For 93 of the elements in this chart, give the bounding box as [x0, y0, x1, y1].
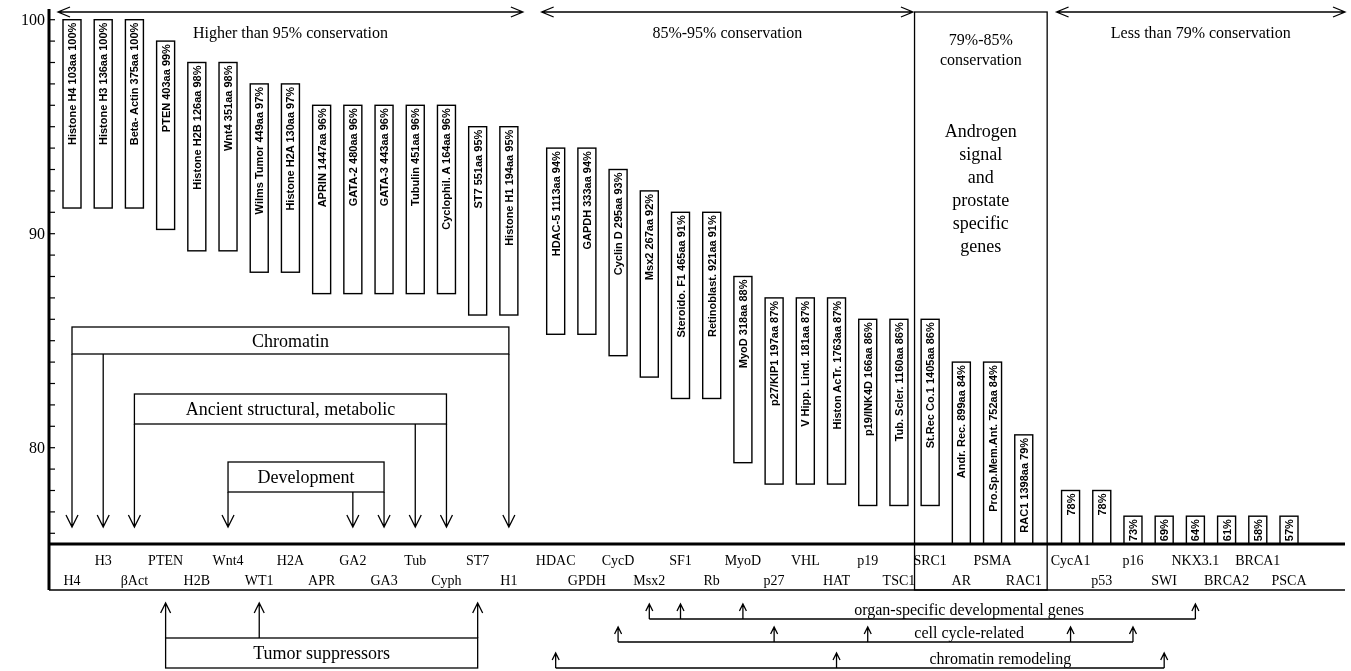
annotation: Higher than 95% conservation	[192, 24, 388, 42]
annotation: Tub. Scler. 1160aa 86%	[892, 322, 905, 442]
annotation: 79%-85% conservation	[939, 31, 1022, 68]
x-tick-label: p19	[857, 552, 879, 568]
x-tick-label: GA3	[370, 572, 398, 588]
x-tick-label: Msx2	[633, 572, 666, 588]
x-tick-label: BRCA2	[1204, 572, 1250, 588]
x-tick-label: PSCA	[1271, 572, 1308, 588]
x-tick-label: p53	[1091, 572, 1113, 588]
x-tick-label: Cyph	[431, 572, 462, 588]
x-tick-label: H2A	[276, 552, 305, 568]
x-tick-label: Tub	[404, 552, 427, 568]
annotation: Beta- Actin 375aa 100%	[128, 22, 141, 146]
annotation: APRIN 1447aa 96%	[315, 108, 328, 208]
x-tick-label: WT1	[244, 572, 274, 588]
x-tick-label: ST7	[465, 552, 490, 568]
annotation: St.Rec Co.1 1405aa 86%	[924, 322, 937, 449]
annotation: Andr. Rec. 899aa 84%	[955, 364, 968, 479]
annotation: Chromatin	[251, 330, 329, 351]
x-tick-label: GA2	[339, 552, 367, 568]
annotation: ST7 551aa 95%	[471, 129, 484, 209]
x-tick-label: PSMA	[973, 552, 1013, 568]
x-tick-label: SWI	[1151, 572, 1178, 588]
annotation: RAC1 1398aa 79%	[1017, 437, 1030, 533]
annotation: Histone H2A 130aa 97%	[284, 86, 297, 211]
annotation: Development	[257, 467, 355, 487]
y-tick-label: 100	[21, 11, 45, 29]
x-tick-label: SF1	[669, 552, 692, 568]
annotation: 58%	[1251, 518, 1264, 542]
x-tick-label: SRC1	[913, 552, 947, 568]
annotation: p19/INK4D 166aa 86%	[861, 322, 874, 437]
annotation: V Hipp. Lind. 181aa 87%	[799, 300, 812, 427]
annotation: Cyclophil. A 164aa 96%	[440, 108, 453, 230]
annotation: Steroido. F1 465aa 91%	[674, 215, 687, 338]
text: organ-specific developmental genes	[854, 601, 1085, 619]
annotation: 61%	[1220, 518, 1233, 542]
y-tick-label: 80	[29, 439, 45, 457]
annotation: Histone H4 103aa 100%	[66, 22, 78, 145]
x-tick-label: CycD	[601, 552, 635, 568]
annotation: Histone H1 194aa 95%	[502, 129, 515, 246]
annotation: Wnt4 351aa 98%	[222, 65, 235, 152]
x-tick-label: AR	[951, 572, 972, 588]
annotation: Tubulin 451aa 96%	[409, 108, 422, 206]
x-tick-label: Rb	[703, 572, 720, 588]
annotation: Ancient structural, metabolic	[185, 399, 396, 419]
annotation: Cyclin D 295aa 93%	[612, 172, 625, 276]
annotation: 85%-95% conservation	[652, 24, 803, 41]
text: Tumor suppressors	[253, 643, 391, 663]
text: cell cycle-related	[914, 624, 1024, 642]
x-tick-label: HDAC	[535, 552, 576, 568]
x-tick-label: p27	[763, 572, 785, 588]
annotation: GATA-2 480aa 96%	[346, 108, 359, 207]
x-tick-label: VHL	[790, 552, 820, 568]
annotation: GATA-3 443aa 96%	[378, 108, 391, 207]
x-tick-label: NKX3.1	[1171, 552, 1220, 568]
x-tick-label: p16	[1122, 552, 1144, 568]
annotation: Wilms Tumor 449aa 97%	[253, 86, 266, 215]
annotation: HDAC-5 1113aa 94%	[549, 150, 562, 257]
annotation: 64%	[1189, 518, 1202, 542]
annotation: 78%	[1095, 493, 1108, 516]
x-tick-label: PTEN	[148, 552, 184, 568]
x-tick-label: APR	[308, 572, 336, 588]
annotation: 78%	[1064, 493, 1077, 516]
x-tick-label: H3	[94, 552, 112, 568]
annotation: Less than 79% conservation	[1110, 24, 1291, 41]
x-tick-label: H4	[63, 572, 81, 588]
annotation: GAPDH 333aa 94%	[580, 150, 593, 250]
x-tick-label: MyoD	[724, 552, 762, 568]
annotation: Pro.Sp.Mem.Ant. 752aa 84%	[986, 364, 999, 512]
x-tick-label: CycA1	[1050, 552, 1091, 568]
annotation: 69%	[1158, 518, 1171, 542]
y-tick-label: 90	[29, 225, 45, 243]
annotation: MyoD 318aa 88%	[736, 279, 749, 369]
x-tick-label: GPDH	[567, 572, 606, 588]
x-tick-label: RAC1	[1005, 572, 1042, 588]
x-tick-label: TSC1	[882, 572, 916, 588]
annotation: Msx2 267aa 92%	[643, 193, 656, 281]
x-tick-label: H2B	[183, 572, 211, 588]
x-tick-label: Wnt4	[212, 552, 244, 568]
annotation: 73%	[1126, 518, 1139, 542]
x-tick-label: BRCA1	[1235, 552, 1281, 568]
x-tick-label: H1	[500, 572, 518, 588]
annotation: Histone H3 136aa 100%	[97, 22, 110, 145]
annotation: Retinoblast. 921aa 91%	[705, 215, 718, 337]
annotation: p27/KIP1 197aa 87%	[768, 300, 781, 407]
annotation: 57%	[1283, 518, 1295, 542]
x-tick-label: HAT	[822, 572, 851, 588]
annotation: Histone H2B 126aa 98%	[190, 65, 203, 190]
x-tick-label: βAct	[120, 572, 149, 588]
annotation: PTEN 403aa 99%	[159, 43, 172, 133]
text: chromatin remodeling	[929, 650, 1072, 668]
annotation: Histon AcTr. 1763aa 87%	[830, 300, 843, 430]
annotation: Androgen signal and prostate specific genes	[944, 121, 1017, 256]
